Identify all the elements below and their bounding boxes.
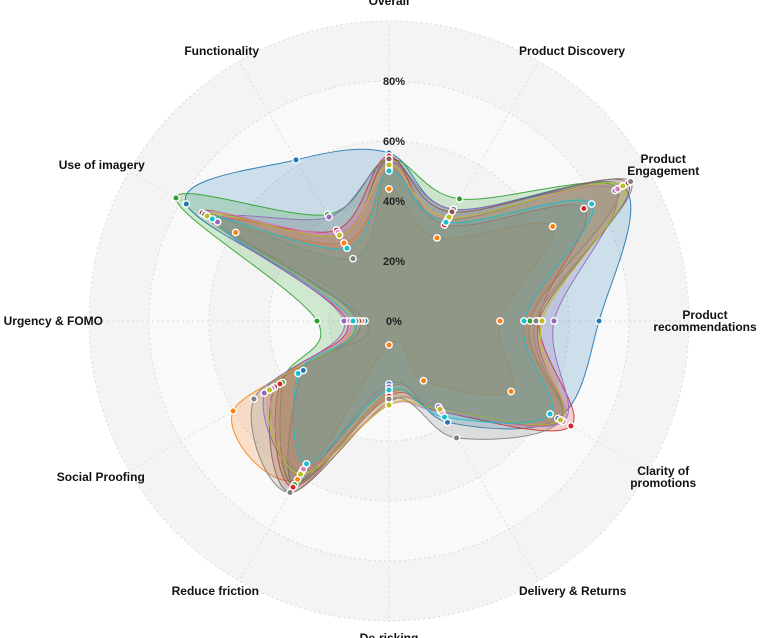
data-point-series-2[interactable] <box>433 233 441 242</box>
radial-tick-label: 0% <box>386 316 402 328</box>
axis-label: Product Discovery <box>519 44 625 58</box>
data-point-series-10[interactable] <box>440 413 449 422</box>
data-point-series-10[interactable] <box>520 317 528 325</box>
axis-label: Use of imagery <box>59 158 145 172</box>
data-point-series-5[interactable] <box>550 317 558 325</box>
axis-label: Clarity of promotions <box>630 464 696 490</box>
data-point-series-9[interactable] <box>436 405 444 414</box>
data-point-series-2[interactable] <box>385 185 393 193</box>
data-point-series-1[interactable] <box>595 317 603 325</box>
axis-spoke <box>388 60 540 322</box>
data-point-series-10[interactable] <box>302 459 311 468</box>
axis-spoke <box>388 320 650 472</box>
axis-label: Delivery & Returns <box>519 584 627 598</box>
radial-tick-label: 40% <box>383 196 405 208</box>
data-point-series-4[interactable] <box>579 204 588 213</box>
data-point-series-2[interactable] <box>419 376 428 385</box>
data-point-series-10[interactable] <box>208 215 217 223</box>
axis-spoke <box>238 320 390 582</box>
axis-spoke <box>238 60 390 322</box>
data-point-series-10[interactable] <box>385 386 393 394</box>
data-point-series-10[interactable] <box>294 369 302 378</box>
tick-label-layer: 0% 20% 40% 60% 80% <box>383 76 405 328</box>
grid-layer <box>88 20 690 622</box>
data-point-series-9[interactable] <box>538 317 546 325</box>
axis-spoke <box>388 320 540 582</box>
grid-ring <box>88 20 690 622</box>
data-point-series-2[interactable] <box>496 317 504 325</box>
data-point-series-10[interactable] <box>385 167 393 175</box>
data-point-series-9[interactable] <box>385 401 393 409</box>
data-point-series-4[interactable] <box>566 422 575 430</box>
data-point-series-9[interactable] <box>265 386 274 394</box>
axis-label: Product recommendations <box>653 308 757 334</box>
data-point-series-9[interactable] <box>556 416 565 424</box>
data-point-series-2[interactable] <box>507 387 516 396</box>
data-point-series-9[interactable] <box>618 182 627 190</box>
data-point-series-8[interactable] <box>452 434 461 442</box>
data-point-series-8[interactable] <box>249 395 258 403</box>
axis-label: Functionality <box>184 44 259 58</box>
data-point-series-3[interactable] <box>313 317 321 325</box>
axis-spoke <box>128 170 390 322</box>
data-point-series-8[interactable] <box>286 488 294 497</box>
axis-label: Overall <box>369 0 410 8</box>
data-point-series-3[interactable] <box>172 194 180 202</box>
axis-label: Reduce friction <box>172 584 259 598</box>
data-point-series-10[interactable] <box>349 317 357 325</box>
data-point-series-10[interactable] <box>587 200 596 208</box>
axis-label: Urgency & FOMO <box>4 314 103 328</box>
data-point-series-10[interactable] <box>546 410 554 418</box>
data-point-series-9[interactable] <box>296 470 305 479</box>
radial-tick-label: 60% <box>383 136 405 148</box>
axis-label-layer: Overall Product Discovery Product Engagemen… <box>4 0 757 638</box>
data-point-series-5[interactable] <box>325 213 333 221</box>
data-point-series-2[interactable] <box>229 407 238 415</box>
data-point-series-1[interactable] <box>182 200 191 208</box>
series-fill-layer <box>175 148 633 493</box>
data-point-series-8[interactable] <box>626 177 635 186</box>
axis-label: Social Proofing <box>57 470 145 484</box>
data-point-series-2[interactable] <box>231 228 240 237</box>
axis-label: Product Engagement <box>627 152 699 178</box>
data-point-series-10[interactable] <box>343 244 351 253</box>
data-point-series-2[interactable] <box>548 222 557 231</box>
data-point-series-2[interactable] <box>385 341 393 349</box>
data-point-series-10[interactable] <box>442 218 450 227</box>
data-point-series-1[interactable] <box>292 156 300 164</box>
axis-spoke <box>388 170 650 322</box>
radial-tick-label: 80% <box>383 76 405 88</box>
data-point-series-8[interactable] <box>349 254 357 263</box>
data-point-series-9[interactable] <box>335 231 344 240</box>
data-point-series-3[interactable] <box>455 194 464 203</box>
radial-tick-label: 20% <box>383 256 405 268</box>
axis-label: De-risking <box>360 631 419 638</box>
series-point-layer <box>172 149 635 497</box>
